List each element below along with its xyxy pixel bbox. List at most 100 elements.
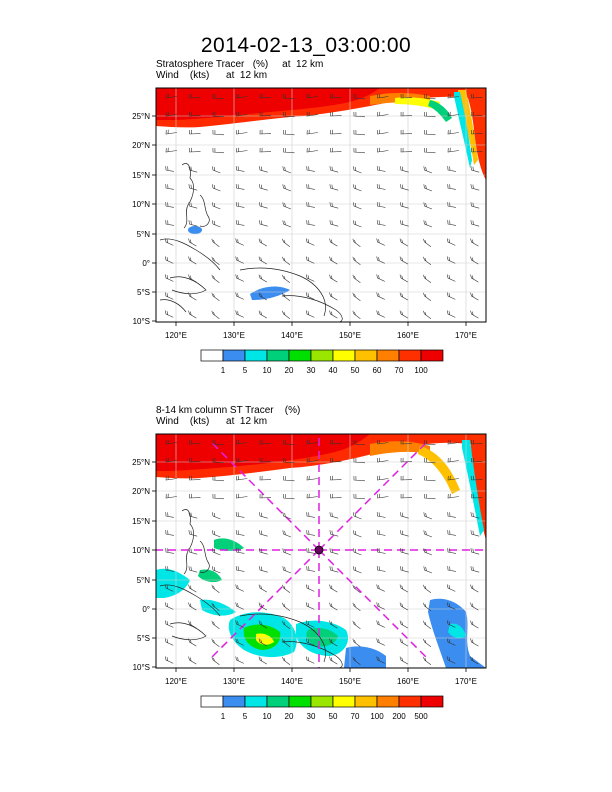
wind-barb [330,493,342,499]
wind-barb [165,93,177,99]
wind-barb [235,274,244,282]
wind-barb [329,256,338,265]
wind-barb [236,457,248,463]
wind-barb [305,238,315,246]
wind-barb [424,111,436,118]
wind-barb [400,457,413,463]
wind-barb [376,202,386,208]
wind-barb [424,457,436,464]
wind-barb [211,238,220,248]
wind-barb [211,638,220,648]
wind-barb [471,439,483,445]
wind-barb [377,493,389,499]
lon-label: 130°E [223,331,245,340]
wind-barb [188,274,197,283]
lon-label: 160°E [397,331,419,340]
colorbar-label: 10 [263,366,272,375]
wind-barb [329,656,338,665]
wind-barb [235,512,245,518]
wind-barb [259,93,272,99]
wind-barb [212,439,225,446]
wind-barb [470,602,479,611]
wind-barb [330,457,342,463]
wind-barb [235,620,244,628]
wind-barb [400,220,409,227]
wind-barb [259,129,272,135]
wind-barb [212,457,225,464]
wind-barb [212,566,221,574]
wind-barb [470,220,480,227]
wind-barb [446,620,456,628]
wind-barb [211,656,220,666]
wind-barb [470,310,479,319]
wind-barb [423,202,433,210]
wind-barb [329,512,339,519]
colorbar-swatch [332,695,356,708]
wind-barb [189,111,201,117]
wind-barb [377,111,389,117]
wind-barb [189,93,201,99]
wind-barb [399,274,409,283]
wind-barb [165,530,174,536]
wind-barb [353,147,366,154]
wind-barb [236,93,248,99]
wind-barb [423,548,433,556]
colorbar-label: 100 [370,712,384,721]
lat-label: 25°N [132,112,150,121]
wind-barb [471,475,483,481]
wind-barb [376,656,385,664]
wind-barb [164,656,174,664]
wind-barb [447,93,459,99]
wind-barb [446,638,456,646]
wind-barb [188,638,197,647]
wind-barb [212,111,225,118]
wind-barb [188,530,198,537]
wind-barb [353,93,366,100]
wind-barb [235,548,245,554]
wind-barb [400,475,413,481]
wind-barb [424,93,436,100]
wind-barb [211,310,220,320]
wind-barb [305,256,315,264]
lon-label: 140°E [281,677,303,686]
lon-label: 150°E [339,677,361,686]
wind-barb [165,548,174,554]
wind-barb [283,493,295,500]
wind-barb [258,638,268,647]
wind-barb [352,602,361,612]
wind-barb [211,274,220,284]
wind-barb [235,256,244,264]
wind-barb [188,184,198,191]
wind-barb [400,147,413,153]
lat-label: 10°N [132,200,150,209]
wind-barb [353,457,366,464]
wind-barb [424,493,436,500]
wind-barb [235,656,244,664]
wind-barb [447,475,459,481]
wind-barb [399,584,409,593]
wind-barb [377,439,389,445]
wind-barb [211,256,220,266]
colorbar-label: 5 [243,712,248,721]
wind-barb [329,620,338,629]
wind-barb [165,111,177,117]
wind-barb [282,184,292,192]
colorbar-label: 40 [329,366,338,375]
wind-barb [447,184,456,190]
wind-barb [353,220,362,228]
wind-barb [305,620,315,628]
colorbar-swatch [310,695,334,708]
colorbar-label: 30 [307,712,316,721]
colorbar-label: 20 [285,712,294,721]
lat-label: 5°N [137,230,151,239]
wind-barb [400,93,413,99]
wind-barb [400,184,409,191]
lat-label: 5°S [137,634,150,643]
wind-barb [471,129,483,135]
wind-barb [329,548,339,555]
wind-barb [306,220,315,226]
wind-barb [447,147,459,153]
wind-barb [282,238,291,248]
wind-barb [235,602,244,610]
wind-barb [189,457,201,463]
